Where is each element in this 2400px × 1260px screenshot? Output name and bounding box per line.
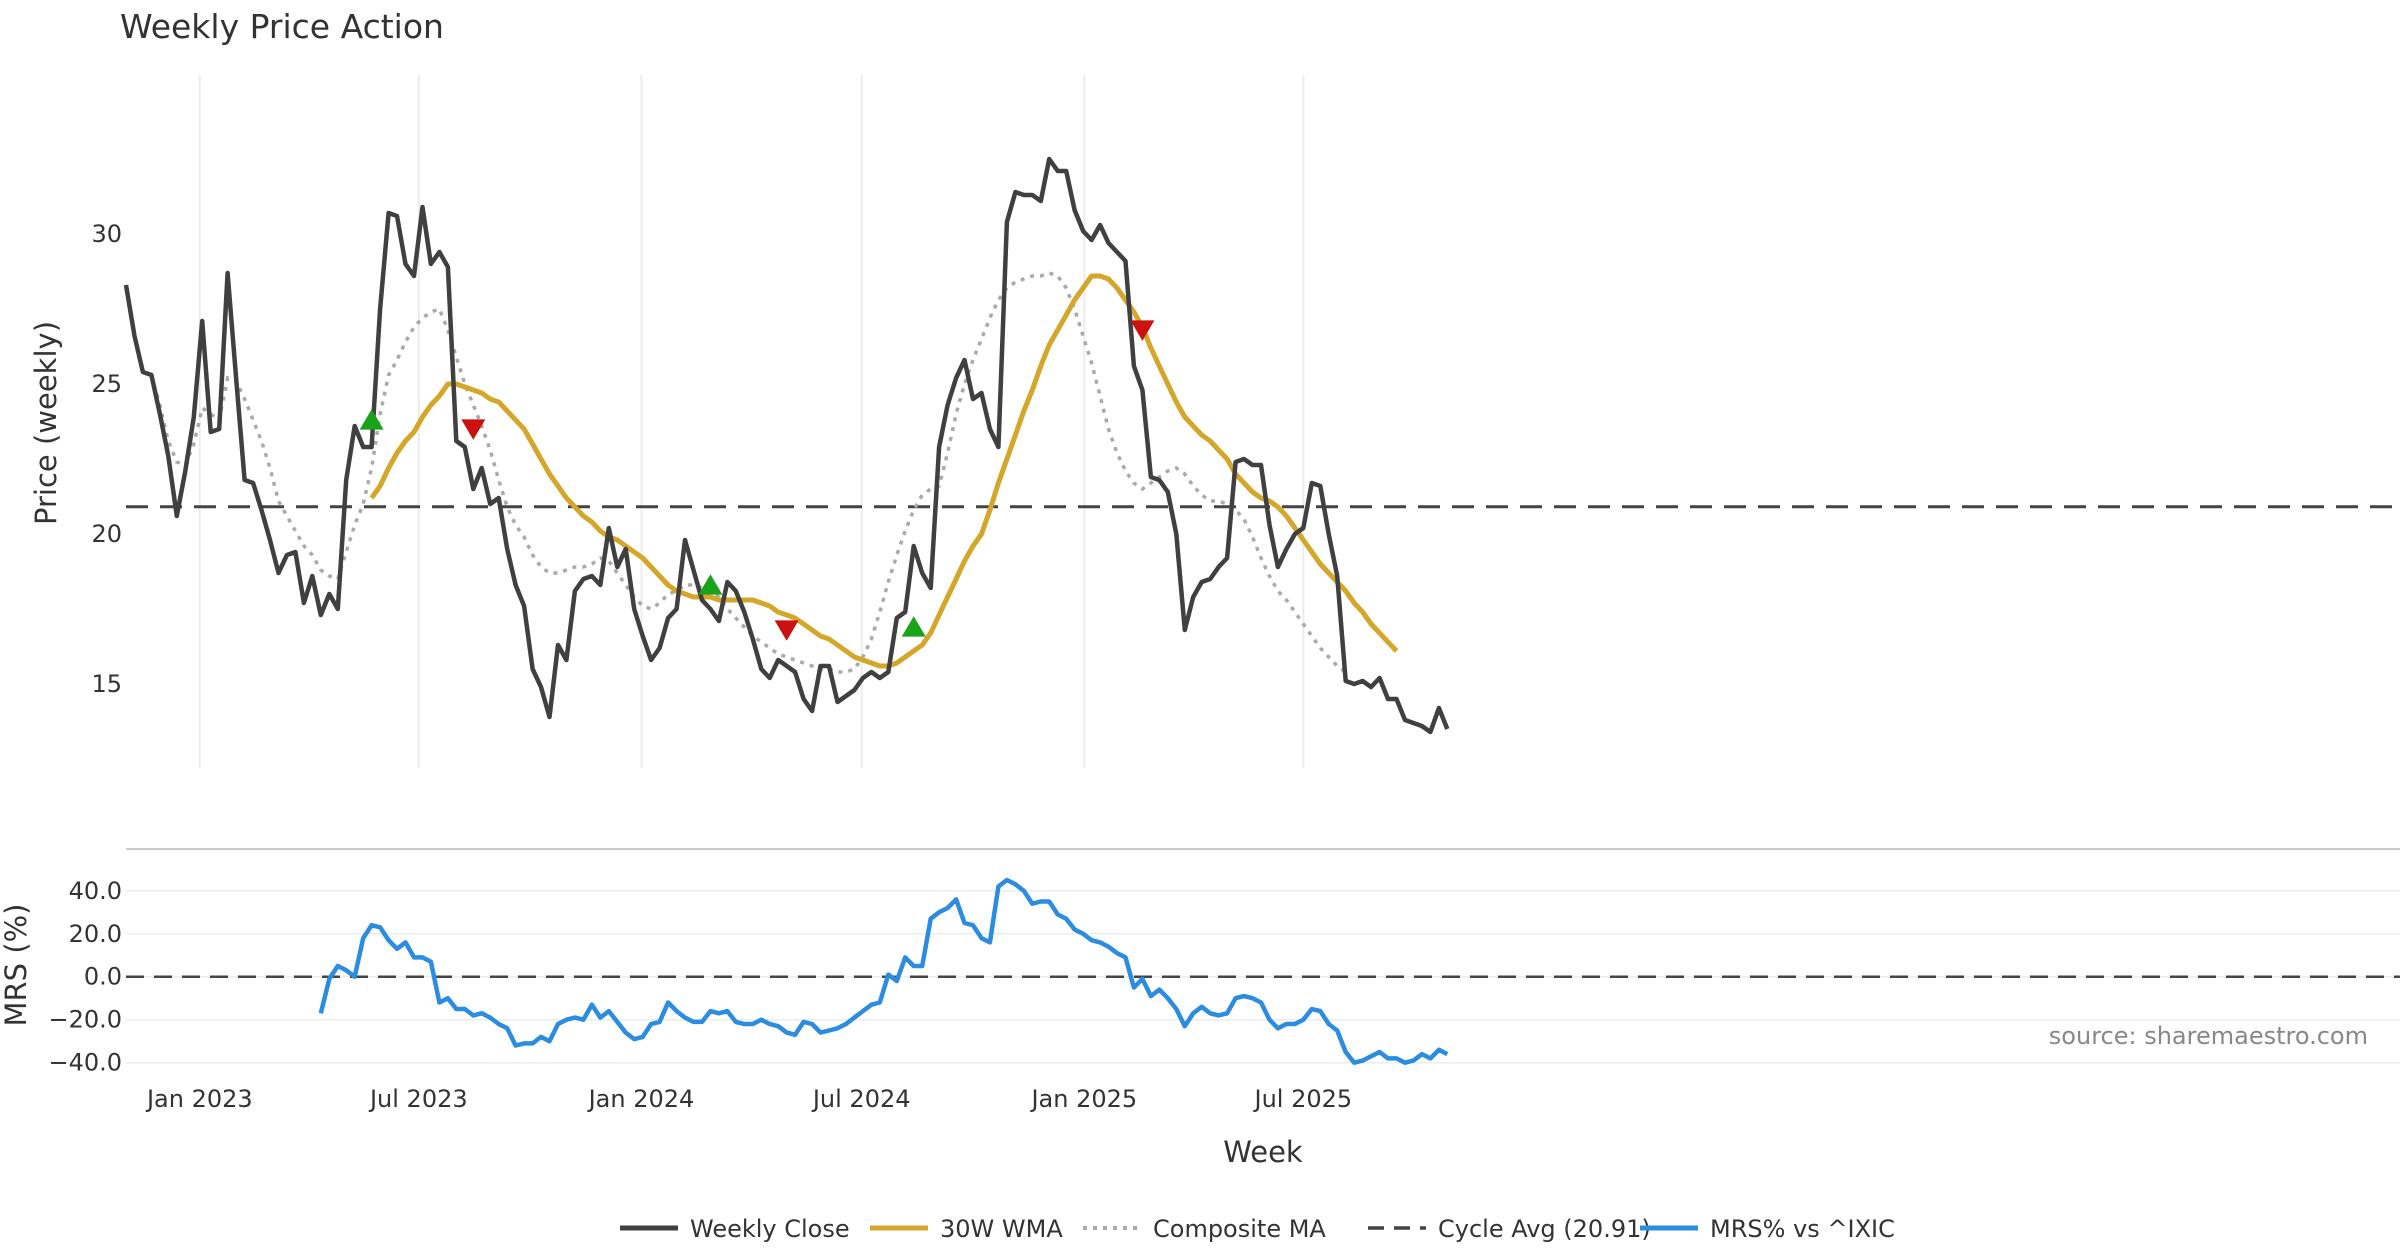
price-y-axis-label: Price (weekly) [29, 321, 63, 525]
price-y-tick-label: 15 [91, 670, 122, 698]
price-y-ticks: 15 20 25 30 [91, 220, 122, 698]
mrs-y-ticks: 40.0 20.0 0.0 −20.0 −40.0 [48, 877, 122, 1077]
mrs-y-axis-label: MRS (%) [0, 904, 33, 1027]
sell-signal-marker [461, 419, 486, 440]
x-ticks: Jan 2023 Jul 2023 Jan 2024 Jul 2024 Jan 2025… [145, 1085, 1352, 1113]
x-tick-label: Jan 2025 [1029, 1085, 1137, 1113]
x-tick-label: Jul 2024 [811, 1085, 911, 1113]
legend: Weekly Close 30W WMA Composite MA Cycle Avg… [620, 1215, 1895, 1243]
buy-signal-marker [359, 409, 384, 430]
mrs-y-tick-label: 20.0 [69, 920, 122, 948]
sell-signal-marker [774, 620, 799, 641]
source-note: source: sharemaestro.com [2049, 1022, 2368, 1050]
legend-label: 30W WMA [940, 1215, 1063, 1243]
price-y-tick-label: 20 [91, 520, 122, 548]
legend-label: MRS% vs ^IXIC [1710, 1215, 1895, 1243]
legend-label: Composite MA [1153, 1215, 1326, 1243]
weekly-close-line [123, 156, 1450, 735]
buy-signal-marker [901, 616, 926, 637]
signal-markers [359, 320, 1155, 641]
mrs-y-tick-label: 40.0 [69, 877, 122, 905]
x-tick-label: Jul 2025 [1252, 1085, 1352, 1113]
price-y-tick-label: 25 [91, 370, 122, 398]
wma-30w-line [369, 273, 1399, 669]
x-axis-label: Week [1223, 1135, 1303, 1169]
price-grid [198, 75, 1305, 768]
mrs-y-tick-label: 0.0 [84, 963, 122, 991]
sell-signal-marker [1130, 320, 1155, 341]
x-tick-label: Jan 2023 [145, 1085, 253, 1113]
mrs-line [318, 877, 1449, 1065]
composite-ma-line [149, 271, 1347, 674]
chart-title: Weekly Price Action [120, 7, 444, 46]
x-tick-label: Jan 2024 [587, 1085, 695, 1113]
legend-label: Cycle Avg (20.91) [1438, 1215, 1651, 1243]
mrs-y-tick-label: −20.0 [48, 1006, 122, 1034]
legend-label: Weekly Close [690, 1215, 850, 1243]
buy-signal-marker [698, 574, 723, 595]
x-tick-label: Jul 2023 [368, 1085, 468, 1113]
mrs-y-tick-label: −40.0 [48, 1049, 122, 1077]
price-y-tick-label: 30 [91, 220, 122, 248]
